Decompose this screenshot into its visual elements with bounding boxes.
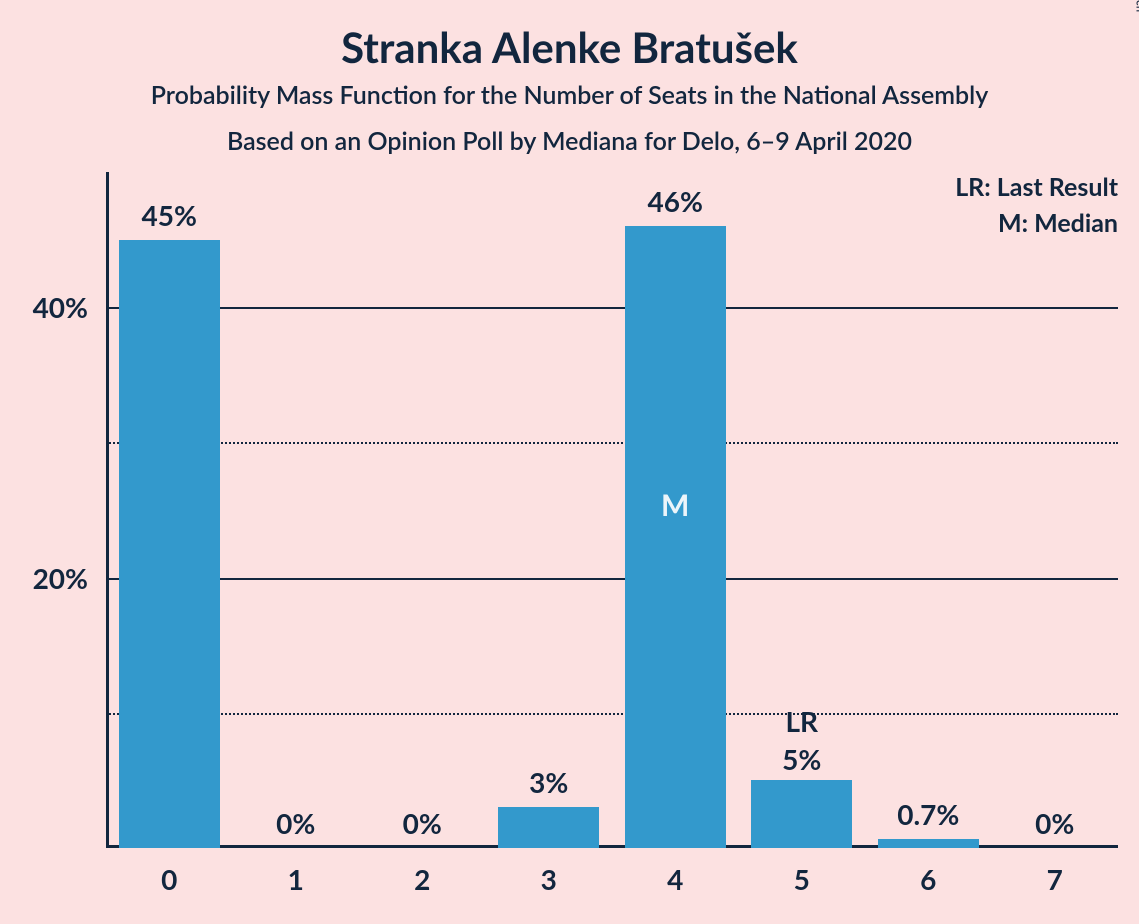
legend-m: M: Median	[998, 208, 1118, 238]
x-axis-tick-label: 0	[106, 862, 233, 896]
gridline-major	[106, 307, 1118, 309]
copyright-text: © 2020 Filip van Laenen	[1133, 0, 1139, 12]
bar-value-label: 0%	[359, 806, 486, 840]
bar-value-label: 0.7%	[865, 797, 992, 831]
gridline-major	[106, 578, 1118, 580]
bar-value-label: 46%	[612, 184, 739, 218]
gridline-minor	[106, 442, 1118, 444]
bar-value-label: 0%	[233, 806, 360, 840]
bar	[625, 226, 726, 848]
bar-value-label: 5%	[739, 742, 866, 776]
bar	[119, 240, 220, 848]
plot-area: 45%0%0%3%46%M5%LR0.7%0%	[106, 172, 1118, 848]
x-axis-tick-label: 5	[739, 862, 866, 896]
bar	[498, 807, 599, 848]
y-axis-tick-label: 40%	[0, 290, 88, 324]
bar-value-label: 0%	[992, 806, 1119, 840]
x-axis-tick-label: 6	[865, 862, 992, 896]
bar	[878, 839, 979, 848]
bar	[751, 780, 852, 848]
bar-annotation-lr: LR	[739, 704, 866, 738]
x-axis-tick-label: 4	[612, 862, 739, 896]
x-axis-tick-label: 3	[486, 862, 613, 896]
bar-value-label: 3%	[486, 765, 613, 799]
chart-subtitle-2: Based on an Opinion Poll by Mediana for …	[0, 126, 1139, 156]
chart-subtitle-1: Probability Mass Function for the Number…	[0, 80, 1139, 110]
chart-title: Stranka Alenke Bratušek	[0, 22, 1139, 72]
x-axis-tick-label: 1	[233, 862, 360, 896]
legend-lr: LR: Last Result	[955, 172, 1118, 202]
bar-annotation-median: M	[625, 487, 726, 523]
x-axis-tick-label: 2	[359, 862, 486, 896]
y-axis-line	[106, 172, 109, 848]
x-axis-tick-label: 7	[992, 862, 1119, 896]
gridline-minor	[106, 713, 1118, 715]
bar-value-label: 45%	[106, 198, 233, 232]
y-axis-tick-label: 20%	[0, 561, 88, 595]
